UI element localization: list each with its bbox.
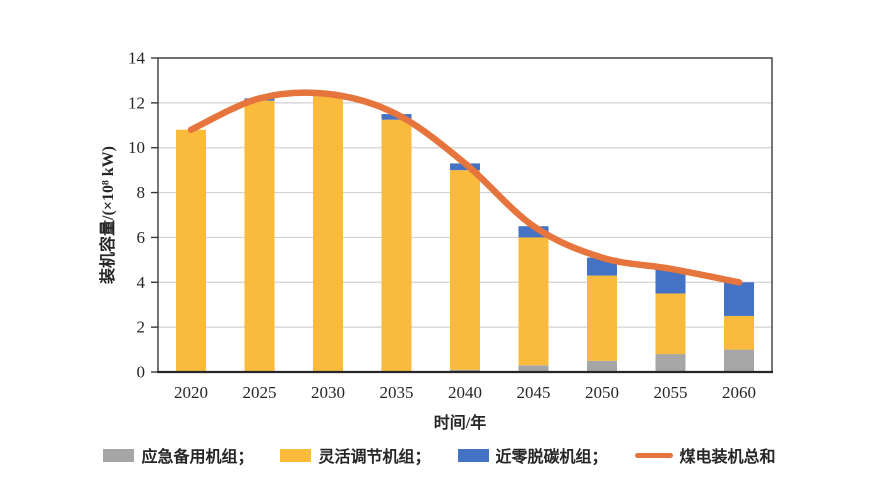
x-tick-label: 2020 bbox=[174, 383, 208, 402]
x-tick-label: 2050 bbox=[585, 383, 619, 402]
coal-capacity-chart: 0 2 4 6 8 10 12 14 2020 2025 2030 2035 2040 2045 2050 2… bbox=[98, 49, 773, 432]
bar-segment-2030 bbox=[313, 96, 343, 372]
bar-segment-2035 bbox=[381, 119, 412, 372]
bar-segment-2050 bbox=[587, 360, 617, 372]
bar-segment-2060 bbox=[724, 315, 754, 350]
bar-segment-2055 bbox=[655, 354, 686, 372]
y-tick-label: 14 bbox=[128, 49, 146, 68]
bar-segment-2045 bbox=[518, 365, 549, 372]
total-line-swatch bbox=[634, 452, 673, 458]
legend-item-flexible-regulation: 灵活调节机组； bbox=[280, 443, 431, 467]
y-tick-label: 6 bbox=[137, 228, 146, 247]
near-zero-decarbon-swatch bbox=[457, 448, 489, 462]
legend-label: 应急备用机组； bbox=[141, 449, 254, 466]
y-tick-label: 0 bbox=[137, 363, 146, 382]
legend-label: 近零脱碳机组； bbox=[495, 449, 608, 466]
y-tick-label: 2 bbox=[137, 318, 146, 337]
y-tick-label: 4 bbox=[137, 273, 146, 292]
x-tick-label: 2025 bbox=[243, 383, 277, 402]
y-tick-label: 10 bbox=[128, 138, 145, 157]
bar-segment-2050 bbox=[587, 275, 617, 361]
bar-segment-2045 bbox=[518, 237, 549, 366]
bar-segment-2060 bbox=[724, 349, 754, 372]
bar-segment-2045 bbox=[518, 226, 549, 238]
legend-label: 煤电装机总和 bbox=[679, 449, 776, 466]
x-tick-label: 2045 bbox=[517, 383, 551, 402]
bar-segment-2020 bbox=[176, 129, 206, 372]
x-tick-label: 2055 bbox=[654, 383, 688, 402]
bar-segment-2040 bbox=[450, 170, 480, 370]
flexible-regulation-swatch bbox=[280, 448, 312, 462]
legend-item-emergency-backup: 应急备用机组； bbox=[103, 443, 253, 467]
x-tick-label: 2030 bbox=[311, 383, 345, 402]
total-capacity-line bbox=[187, 89, 743, 286]
bar-segment-2060 bbox=[724, 282, 754, 316]
chart-legend: 应急备用机组； 灵活调节机组； 近零脱碳机组； 煤电装机总和 bbox=[0, 443, 879, 467]
legend-item-near-zero-decarbon: 近零脱碳机组； bbox=[457, 443, 608, 467]
bar-segment-2055 bbox=[655, 293, 686, 355]
emergency-backup-swatch bbox=[103, 448, 135, 462]
bar-segment-2040 bbox=[450, 369, 480, 372]
legend-item-total-line: 煤电装机总和 bbox=[634, 443, 776, 467]
x-tick-label: 2060 bbox=[722, 383, 756, 402]
x-axis-title: 时间/年 bbox=[434, 413, 486, 432]
bar-segment-2025 bbox=[244, 100, 275, 372]
y-tick-label: 12 bbox=[128, 93, 145, 112]
x-tick-label: 2040 bbox=[448, 383, 482, 402]
legend-label: 灵活调节机组； bbox=[318, 449, 431, 466]
y-tick-label: 8 bbox=[137, 183, 146, 202]
x-tick-label: 2035 bbox=[380, 383, 414, 402]
y-axis-title: 装机容量/(×10⁸ kW) bbox=[98, 146, 117, 285]
